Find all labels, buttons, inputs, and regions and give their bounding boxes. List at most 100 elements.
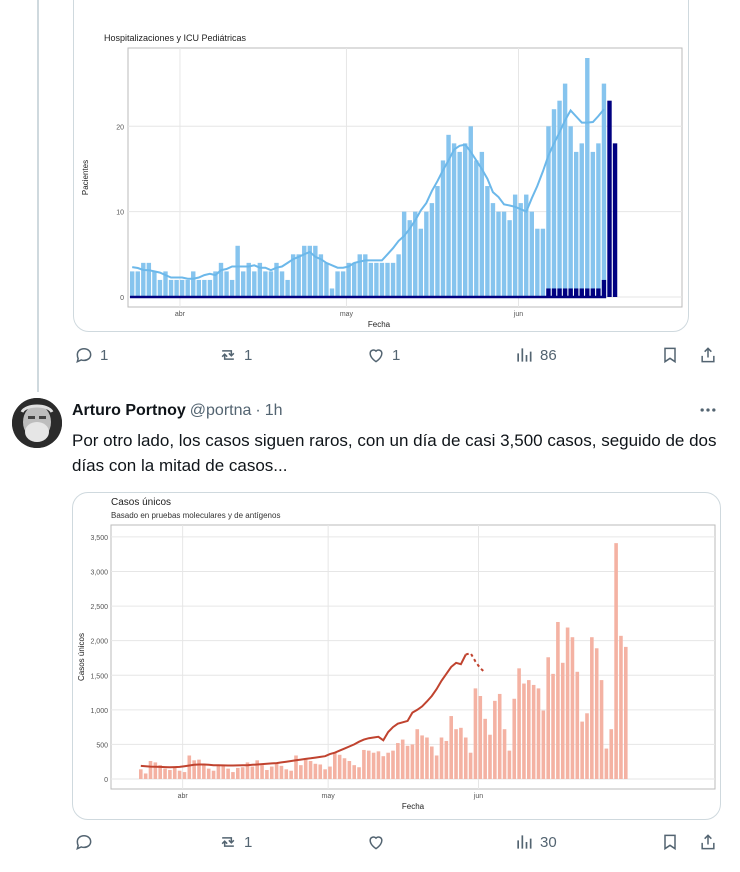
views-button[interactable]: 86 — [514, 345, 557, 365]
cases-bar — [396, 743, 400, 779]
cases-bar — [619, 635, 623, 779]
cases-bar — [172, 766, 177, 779]
cases-bar — [546, 657, 550, 779]
x-tick-label: abr — [175, 311, 186, 318]
chart-card-cases[interactable]: Casos únicos Basado en pruebas moleculare… — [72, 492, 721, 820]
cases-bar — [590, 637, 594, 779]
cases-bar — [570, 637, 575, 779]
author-name[interactable]: Arturo Portnoy — [72, 402, 186, 419]
cases-bar — [444, 740, 449, 779]
cases-bar — [313, 763, 318, 779]
cases-bar — [265, 770, 269, 779]
icu-bar — [557, 288, 562, 297]
cases-bar — [260, 765, 264, 779]
cases-bar — [245, 762, 250, 779]
cases-bar — [551, 673, 555, 779]
like-button[interactable]: 1 — [366, 345, 400, 365]
x-tick-label: jun — [473, 793, 483, 800]
reply-button[interactable]: 1 — [74, 345, 108, 365]
cases-bar — [148, 761, 153, 779]
y-tick-label: 1,000 — [90, 708, 108, 715]
share-button[interactable] — [698, 832, 718, 852]
icu-bar — [546, 288, 551, 297]
cases-bar — [565, 627, 570, 779]
hosp-bar — [213, 271, 218, 297]
avatar-image — [12, 398, 62, 448]
retweet-button[interactable]: 1 — [218, 345, 252, 365]
bookmark-button[interactable] — [660, 832, 680, 852]
hosp-bar — [141, 262, 146, 297]
cases-bar — [376, 751, 381, 779]
hosp-bar — [368, 262, 374, 297]
cases-bar — [177, 770, 182, 779]
chart-title: Casos únicos — [111, 497, 171, 508]
hosp-bar — [535, 228, 540, 297]
icu-bar — [601, 279, 607, 297]
cases-bar — [187, 755, 192, 779]
hosp-bar — [346, 262, 351, 297]
cases-bar — [255, 760, 259, 779]
icu-bar — [579, 288, 584, 297]
cases-bar — [541, 710, 546, 779]
hosp-bar — [413, 211, 418, 297]
like-button[interactable] — [366, 832, 392, 852]
cases-bar — [163, 768, 167, 779]
hosp-bar — [374, 262, 379, 297]
chart-card-hospitalizations[interactable]: Hospitalizaciones y ICU Pediátricas 0 10 20… — [73, 0, 689, 332]
tweet1-actions: 1 1 1 86 — [72, 345, 722, 373]
cases-bar — [459, 727, 463, 779]
cases-bar — [483, 718, 487, 779]
cases-bar — [197, 759, 201, 779]
hosp-bar — [246, 262, 251, 297]
reply-icon — [76, 347, 92, 364]
hosp-bar — [574, 151, 579, 297]
cases-bar — [517, 668, 521, 779]
cases-bar — [624, 646, 628, 779]
hosp-bar — [357, 254, 362, 297]
bookmark-icon — [664, 834, 676, 851]
cases-bar — [415, 729, 420, 779]
views-button[interactable]: 30 — [514, 832, 557, 852]
cases-bar — [507, 750, 512, 779]
hosp-bar — [490, 203, 496, 297]
hosp-bar — [540, 228, 546, 297]
y-axis-label: Casos únicos — [77, 633, 86, 681]
retweet-button[interactable]: 1 — [218, 832, 252, 852]
y-tick-label: 0 — [104, 777, 108, 784]
icu-bar — [585, 288, 590, 297]
bookmark-button[interactable] — [660, 345, 680, 365]
hosp-bar — [512, 194, 518, 297]
reply-button[interactable] — [74, 832, 100, 852]
hosp-bar — [229, 279, 235, 297]
hosp-bar — [174, 279, 179, 297]
icu-bar — [562, 288, 568, 297]
hosp-bar — [418, 228, 423, 297]
cases-bar — [420, 735, 424, 779]
cases-bar — [575, 671, 580, 779]
cases-bar — [231, 772, 235, 779]
separator-dot: · — [255, 402, 261, 419]
cases-bar — [158, 765, 162, 779]
share-button[interactable] — [698, 345, 718, 365]
hosp-bar — [590, 151, 596, 297]
x-axis-label: Fecha — [402, 802, 425, 811]
author-handle[interactable]: @portna — [189, 402, 252, 419]
hosp-bar — [546, 126, 551, 297]
hosp-bar — [390, 262, 396, 297]
cases-bar — [497, 693, 502, 779]
hosp-bar — [263, 271, 268, 297]
y-axis-label: Pacientes — [81, 160, 90, 195]
y-tick-label: 500 — [96, 742, 108, 749]
icu-bar — [590, 288, 596, 297]
cases-bar — [168, 770, 172, 779]
cases-bar — [269, 766, 274, 779]
cases-bar — [468, 752, 473, 779]
hosp-bar — [440, 160, 446, 297]
cases-bar — [143, 773, 148, 779]
timestamp[interactable]: 1h — [264, 402, 283, 419]
hosp-bar — [279, 271, 285, 297]
cases-bar — [153, 762, 158, 779]
cases-bar — [488, 734, 492, 779]
avatar[interactable] — [12, 398, 62, 448]
more-button[interactable] — [698, 400, 718, 425]
